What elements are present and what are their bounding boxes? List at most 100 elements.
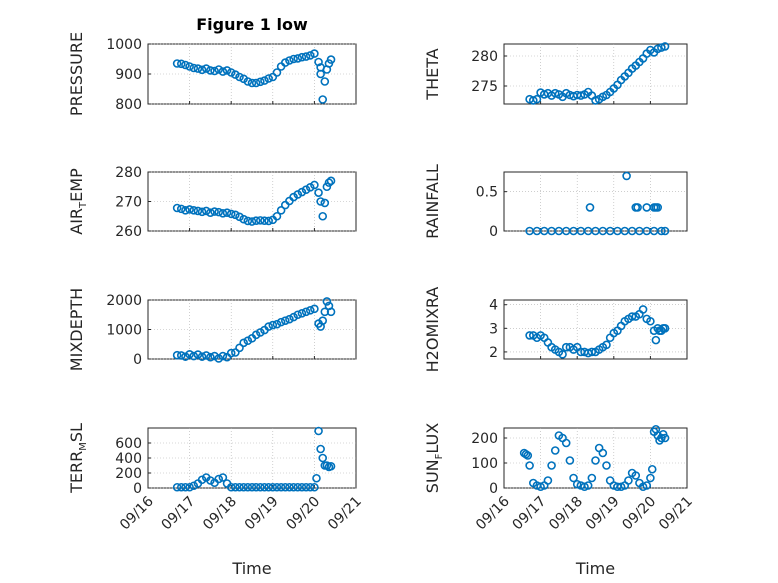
data-point: [657, 226, 666, 236]
data-point: [260, 482, 269, 492]
data-point: [172, 59, 182, 68]
y-tick-label: 270: [115, 195, 142, 211]
data-point: [660, 42, 670, 51]
data-point: [297, 308, 307, 318]
data-point: [638, 305, 648, 314]
data-point: [172, 350, 182, 360]
y-tick-label: 0: [489, 481, 498, 497]
x-tick-label: 09/21: [325, 494, 365, 534]
subplot-8: 0 100 200 SUNFLUX 09/1609/1709/1809/1909/200…: [423, 423, 696, 578]
data-point: [646, 473, 655, 483]
data-point: [320, 198, 330, 208]
subplot-3: 260 270 280 AIRTEMP: [67, 165, 357, 240]
data-point: [239, 214, 248, 224]
data-point: [218, 209, 228, 218]
data-point: [243, 336, 253, 346]
data-point: [235, 72, 244, 82]
data-point: [660, 324, 670, 333]
data-point: [206, 476, 215, 485]
data-point: [218, 351, 228, 361]
data-point: [193, 350, 203, 359]
data-point: [301, 307, 311, 317]
data-point: [214, 65, 224, 74]
data-point: [256, 328, 265, 337]
data-point: [657, 43, 666, 52]
data-point: [235, 343, 244, 353]
y-axis-label: RAINFALL: [423, 164, 442, 239]
data-point: [653, 203, 663, 212]
data-point: [206, 352, 215, 362]
data-point: [326, 461, 336, 471]
data-point: [285, 482, 294, 492]
x-tick-label: 09/17: [510, 494, 550, 534]
y-axis-label: THETA: [423, 48, 442, 100]
subplot-6: 2 3 4 H2OMIXRA: [423, 287, 688, 372]
data-point: [561, 342, 571, 352]
data-point: [276, 206, 286, 215]
y-axis-label: PRESSURE: [67, 32, 86, 116]
data-point: [525, 461, 534, 470]
data-point: [251, 330, 261, 340]
data-point: [185, 62, 194, 71]
data-point: [185, 205, 194, 214]
data-point: [176, 59, 186, 69]
y-axis-label: SUNFLUX: [423, 423, 445, 493]
subplot-1: 800 900 1000 PRESSURE: [67, 32, 357, 116]
data-point: [565, 456, 575, 465]
data-point: [525, 331, 534, 340]
data-point: [176, 204, 186, 214]
data-point: [239, 482, 248, 492]
data-point: [201, 351, 211, 360]
x-tick-label: 09/20: [283, 494, 323, 534]
data-point: [222, 66, 232, 75]
data-point: [231, 70, 240, 79]
data-point: [172, 203, 182, 213]
subplot-5: 0 1000 2000 MIXDEPTH: [67, 288, 357, 371]
data-point: [210, 207, 219, 216]
y-tick-label: 0: [489, 224, 498, 240]
data-point: [310, 304, 319, 314]
data-point: [289, 54, 298, 64]
data-point: [226, 348, 236, 358]
data-point: [310, 482, 319, 492]
y-tick-label: 200: [115, 466, 142, 482]
y-axis-label: TERRMSL: [67, 423, 89, 494]
data-point: [314, 188, 323, 197]
data-point: [256, 77, 265, 87]
data-point: [558, 349, 567, 359]
data-point: [289, 312, 298, 322]
data-point: [602, 340, 611, 350]
data-point: [243, 216, 253, 226]
data-point: [264, 74, 273, 83]
data-point: [587, 347, 597, 357]
x-tick-label: 09/18: [546, 494, 586, 534]
data-point: [176, 482, 186, 492]
data-point: [293, 54, 303, 63]
axes-frame: [147, 427, 357, 489]
data-point: [235, 482, 244, 492]
data-point: [272, 319, 282, 329]
data-point: [251, 78, 261, 88]
data-point: [326, 176, 336, 186]
data-point: [201, 206, 211, 216]
y-tick-label: 275: [471, 79, 498, 95]
y-tick-label: 260: [115, 224, 142, 240]
data-point: [550, 446, 560, 455]
data-point: [264, 482, 273, 492]
data-point: [602, 461, 611, 470]
data-point: [272, 68, 282, 77]
data-point: [235, 212, 244, 222]
data-point: [247, 217, 257, 226]
data-point: [189, 481, 199, 491]
data-point: [260, 76, 269, 85]
subplot-4: 0 0.5 RAINFALL: [423, 164, 688, 240]
data-point: [285, 314, 294, 324]
data-point: [301, 52, 311, 61]
x-tick-label: 09/17: [159, 494, 199, 534]
data-point: [231, 348, 240, 357]
x-tick-label: 09/19: [242, 494, 282, 534]
axes-frame: [147, 43, 357, 105]
y-tick-label: 600: [115, 436, 142, 452]
